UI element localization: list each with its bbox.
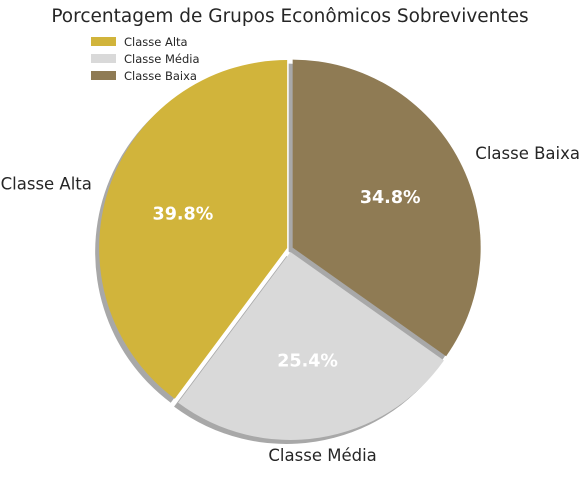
slice-classe-baixa bbox=[292, 59, 481, 357]
percent-label-classe-alta: 39.8% bbox=[153, 205, 214, 225]
slice-classe-media bbox=[178, 251, 444, 440]
category-label-classe-media: Classe Média bbox=[268, 446, 376, 465]
percent-label-classe-media: 25.4% bbox=[277, 351, 338, 371]
chart-title: Porcentagem de Grupos Econômicos Sobrevi… bbox=[51, 6, 528, 27]
legend-label-classe-alta: Classe Alta bbox=[124, 35, 188, 49]
legend-label-classe-media: Classe Média bbox=[124, 52, 200, 66]
pie-slices bbox=[99, 59, 481, 440]
legend-swatch-classe-alta bbox=[91, 37, 116, 46]
legend-swatch-classe-media bbox=[91, 54, 116, 63]
legend: Classe Alta Classe Média Classe Baixa bbox=[91, 35, 200, 83]
percent-label-classe-baixa: 34.8% bbox=[360, 188, 421, 208]
pie-labels: Classe Alta 39.8% Classe Média 25.4% Classe … bbox=[1, 144, 580, 465]
category-label-classe-alta: Classe Alta bbox=[1, 174, 92, 193]
legend-swatch-classe-baixa bbox=[91, 71, 116, 80]
legend-label-classe-baixa: Classe Baixa bbox=[124, 69, 197, 83]
category-label-classe-baixa: Classe Baixa bbox=[475, 144, 580, 163]
slice-classe-alta bbox=[99, 60, 288, 399]
